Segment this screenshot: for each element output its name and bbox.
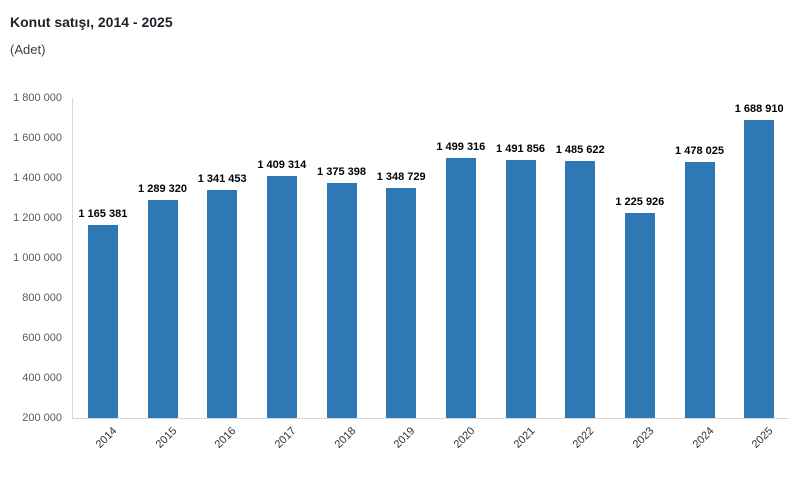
x-axis-label: 2016 <box>212 425 239 451</box>
bar-2018[interactable] <box>326 182 357 418</box>
bar-2019[interactable] <box>386 188 417 418</box>
bar-2017[interactable] <box>266 176 297 418</box>
bar-value-label: 1 289 320 <box>138 183 187 196</box>
bar-2020[interactable] <box>445 158 476 418</box>
plot-area: 1 165 381 2014 1 289 320 2015 1 341 453 2016 1… <box>72 98 789 451</box>
bar-value-label: 1 478 025 <box>675 145 724 158</box>
bar-value-label: 1 225 926 <box>615 195 665 208</box>
x-axis-label: 2020 <box>451 425 478 451</box>
x-axis-label: 2018 <box>332 425 358 451</box>
x-axis-label: 2024 <box>690 425 716 451</box>
bar-value-label: 1 688 910 <box>734 103 784 116</box>
x-axis-label: 2022 <box>570 425 597 451</box>
bar-value-label: 1 341 453 <box>197 172 247 185</box>
bar-2025[interactable] <box>744 120 775 418</box>
bar-2015[interactable] <box>147 200 178 418</box>
bar-value-label: 1 409 314 <box>257 159 307 172</box>
y-axis-tick-label: 1 000 000 <box>13 252 62 264</box>
bar-value-label: 1 485 622 <box>555 143 605 156</box>
bar-2014[interactable] <box>87 224 118 418</box>
bar-2022[interactable] <box>565 160 596 418</box>
y-axis-tick-label: 1 600 000 <box>13 132 62 144</box>
x-axis-label: 2019 <box>391 425 418 451</box>
y-axis-tick-label: 1 800 000 <box>13 92 62 104</box>
y-axis-tick-label: 800 000 <box>22 292 62 304</box>
bar-value-label: 1 375 398 <box>317 165 366 178</box>
y-axis-tick-label: 1 200 000 <box>13 212 62 224</box>
bar-2021[interactable] <box>505 159 536 418</box>
chart-title: Konut satışı, 2014 - 2025 <box>10 14 173 30</box>
bar-2016[interactable] <box>207 189 238 418</box>
x-axis-label: 2017 <box>272 425 299 451</box>
chart-subtitle: (Adet) <box>10 42 46 57</box>
x-axis-label: 2023 <box>630 425 657 451</box>
bar-2023[interactable] <box>624 212 655 418</box>
x-axis-label: 2021 <box>511 425 537 451</box>
bar-value-label: 1 165 381 <box>78 207 128 220</box>
x-axis-label: 2014 <box>93 425 120 451</box>
x-axis-label: 2025 <box>749 425 776 451</box>
y-axis-tick-label: 200 000 <box>22 412 62 424</box>
bar-value-label: 1 491 856 <box>496 142 545 155</box>
y-axis-tick-label: 600 000 <box>22 332 62 344</box>
x-axis-label: 2015 <box>153 425 179 451</box>
bar-value-label: 1 348 729 <box>376 171 426 184</box>
bar-value-label: 1 499 316 <box>436 141 486 154</box>
bar-2024[interactable] <box>684 162 715 418</box>
y-axis-tick-label: 400 000 <box>22 372 62 384</box>
y-axis-tick-label: 1 400 000 <box>13 172 62 184</box>
